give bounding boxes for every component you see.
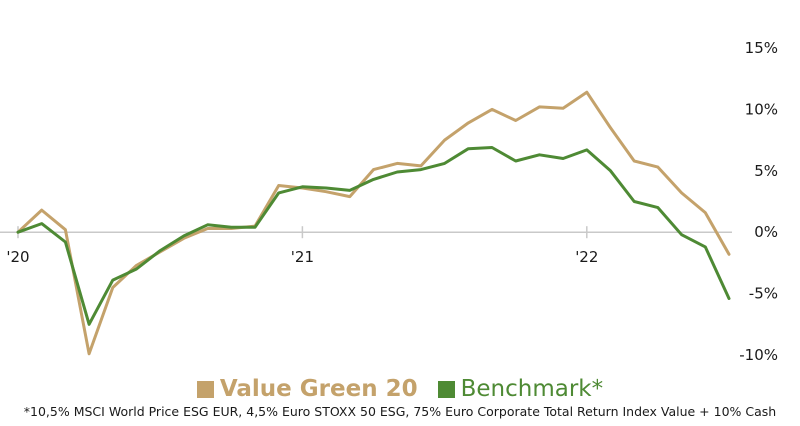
legend-item-benchmark: Benchmark* — [437, 376, 604, 402]
y-tick-label: -5% — [749, 285, 778, 303]
x-tick-label: '21 — [291, 248, 314, 266]
footnote: *10,5% MSCI World Price ESG EUR, 4,5% Eu… — [23, 404, 777, 419]
y-axis-ticks: 15% 10% 5% 0% -5% -10% — [739, 39, 778, 364]
y-tick-label: 15% — [745, 39, 778, 57]
line-chart: '20 '21 '22 15% 10% 5% 0% -5% -10% — [0, 39, 778, 364]
series-line-benchmark — [16, 146, 731, 326]
legend-label: Value Green 20 — [219, 376, 418, 402]
y-tick-label: 0% — [754, 223, 778, 241]
y-tick-label: 10% — [745, 100, 778, 118]
y-tick-label: -10% — [739, 346, 778, 364]
legend: Value Green 20 Benchmark* — [0, 376, 800, 402]
legend-swatch — [196, 380, 214, 398]
legend-label: Benchmark* — [460, 376, 604, 402]
series-lines — [16, 90, 731, 356]
legend-swatch — [437, 380, 455, 398]
legend-item-value-green-20: Value Green 20 — [196, 376, 418, 402]
series-line-value-green-20 — [16, 90, 731, 356]
y-tick-label: 5% — [754, 162, 778, 180]
x-tick-label: '20 — [6, 248, 29, 266]
x-axis-ticks: '20 '21 '22 — [6, 226, 598, 266]
x-tick-label: '22 — [575, 248, 598, 266]
